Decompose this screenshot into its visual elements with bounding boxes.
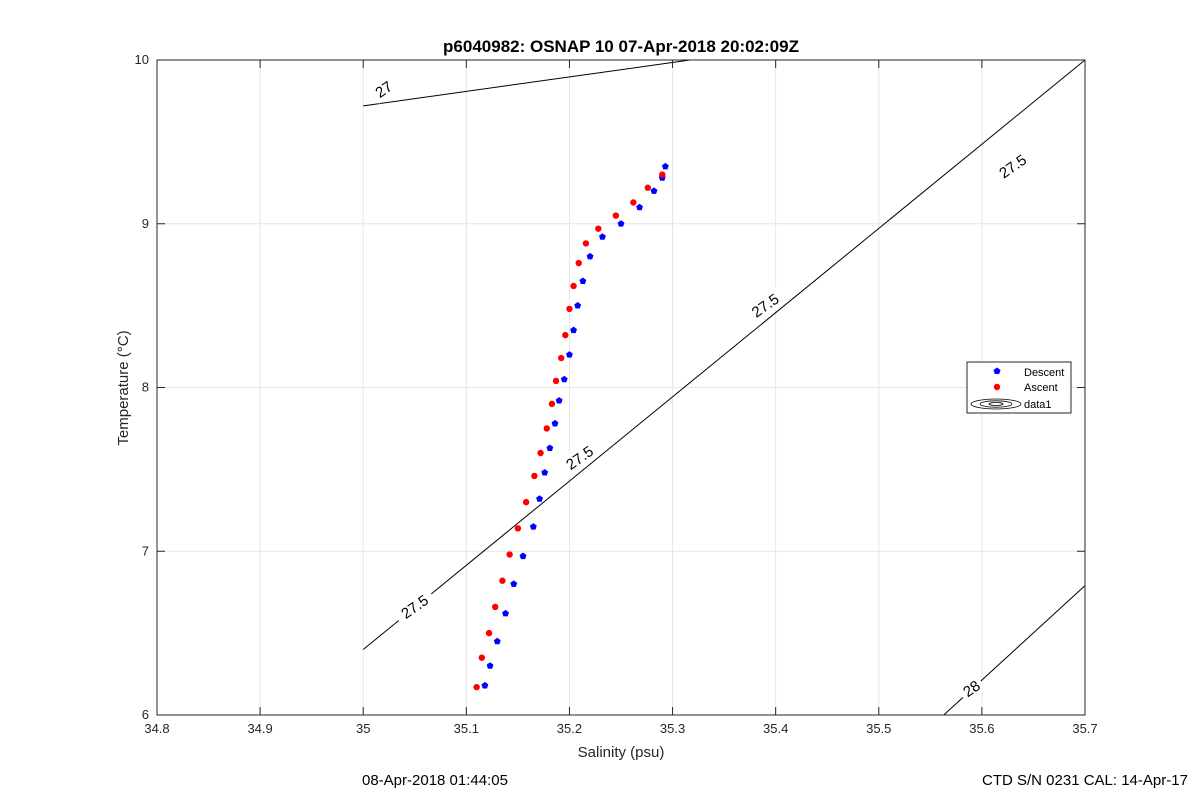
legend-box xyxy=(966,361,1072,414)
ascent-point xyxy=(478,654,485,661)
descent-point xyxy=(529,523,537,530)
ascent-point xyxy=(552,377,560,385)
ascent-point xyxy=(537,449,544,457)
descent-point xyxy=(481,681,489,689)
descent-point xyxy=(650,187,658,194)
contour-label-bg xyxy=(557,438,603,478)
ascent-point xyxy=(522,498,530,506)
legend-ascent-marker xyxy=(993,383,1001,391)
ascent-point xyxy=(492,603,499,611)
ascent-point xyxy=(595,225,602,232)
descent-point xyxy=(493,637,501,645)
descent-point xyxy=(519,552,527,560)
legend-data1-label: data1 xyxy=(1024,399,1052,411)
data-points xyxy=(473,162,669,691)
descent-point xyxy=(486,662,494,669)
ascent-point xyxy=(612,212,620,219)
descent-point xyxy=(546,444,554,451)
descent-point xyxy=(560,375,568,383)
contour-label-bg xyxy=(742,286,788,326)
chart-title: p6040982: OSNAP 10 07-Apr-2018 20:02:09Z xyxy=(443,37,799,56)
ascent-point xyxy=(644,184,652,191)
isopycnal-line-27-5 xyxy=(362,59,1086,650)
ascent-point xyxy=(570,282,577,290)
descent-point xyxy=(617,220,625,227)
y-tick-label: 6 xyxy=(142,707,149,722)
legend-descent-label: Descent xyxy=(1024,367,1064,379)
contour-label: 27 xyxy=(368,75,399,104)
series-ascent xyxy=(473,171,666,691)
descent-point xyxy=(541,469,549,476)
x-tick-label: 35.2 xyxy=(557,721,582,736)
descent-point xyxy=(551,419,559,427)
ascent-point xyxy=(499,577,506,584)
x-axis-label: Salinity (psu) xyxy=(578,744,665,761)
legend: Descent Ascent data1 xyxy=(966,361,1072,414)
y-axis-ticks: 6 7 8 9 10 xyxy=(135,52,1085,722)
x-tick-label: 34.9 xyxy=(247,721,272,736)
ascent-point xyxy=(548,400,556,408)
x-tick-label: 35.5 xyxy=(866,721,891,736)
ascent-point xyxy=(514,525,522,532)
contour-label-bg xyxy=(392,587,438,627)
descent-point xyxy=(586,252,594,260)
descent-point xyxy=(636,203,643,211)
footer-timestamp: 08-Apr-2018 01:44:05 xyxy=(362,772,508,789)
ascent-point xyxy=(562,331,569,339)
contour-label: 28 xyxy=(956,674,987,704)
descent-point xyxy=(555,397,563,404)
legend-ascent-label: Ascent xyxy=(1024,382,1058,394)
contour-label-bg xyxy=(956,674,987,704)
x-tick-label: 35.1 xyxy=(454,721,479,736)
ascent-point xyxy=(630,199,637,206)
x-tick-label: 35.3 xyxy=(660,721,685,736)
ascent-point xyxy=(531,472,538,480)
descent-point xyxy=(661,162,669,170)
ascent-point xyxy=(575,259,582,267)
contour-label-bg xyxy=(990,147,1036,186)
x-tick-label: 35.7 xyxy=(1072,721,1097,736)
descent-point xyxy=(566,351,573,358)
y-tick-label: 7 xyxy=(142,543,149,558)
y-tick-label: 9 xyxy=(142,216,149,231)
ascent-point xyxy=(566,305,573,313)
ascent-point xyxy=(557,354,565,362)
x-tick-label: 35.4 xyxy=(763,721,788,736)
ascent-point xyxy=(506,551,513,558)
isopycnal-line-27 xyxy=(363,59,691,107)
descent-point xyxy=(510,580,518,587)
x-tick-label: 35 xyxy=(356,721,370,736)
contour-label-text: 28 xyxy=(960,677,983,700)
descent-point xyxy=(502,609,509,617)
x-axis-ticks: 34.8 34.9 35 35.1 35.2 35.3 35.4 35.5 35.6 35.7 xyxy=(144,60,1098,736)
descent-point xyxy=(579,277,587,284)
legend-descent-marker xyxy=(993,367,1001,374)
descent-point xyxy=(536,495,543,502)
y-tick-label: 8 xyxy=(142,380,149,395)
descent-point xyxy=(570,326,577,334)
descent-point xyxy=(574,302,582,309)
x-tick-label: 35.6 xyxy=(969,721,994,736)
series-descent xyxy=(481,162,669,689)
footer-ctd-info: CTD S/N 0231 CAL: 14-Apr-17 xyxy=(982,772,1188,789)
ascent-point xyxy=(543,425,550,432)
contour-label-bg xyxy=(368,75,399,104)
ascent-point xyxy=(473,683,480,691)
ascent-point xyxy=(659,171,666,178)
y-tick-label: 10 xyxy=(135,52,149,67)
x-tick-label: 34.8 xyxy=(144,721,169,736)
y-axis-label: Temperature (°C) xyxy=(115,330,132,445)
contour-label-text: 27 xyxy=(372,78,395,101)
descent-point xyxy=(599,233,606,240)
legend-contour-icon xyxy=(970,398,1022,410)
ascent-point xyxy=(582,240,590,247)
ascent-point xyxy=(485,629,493,637)
